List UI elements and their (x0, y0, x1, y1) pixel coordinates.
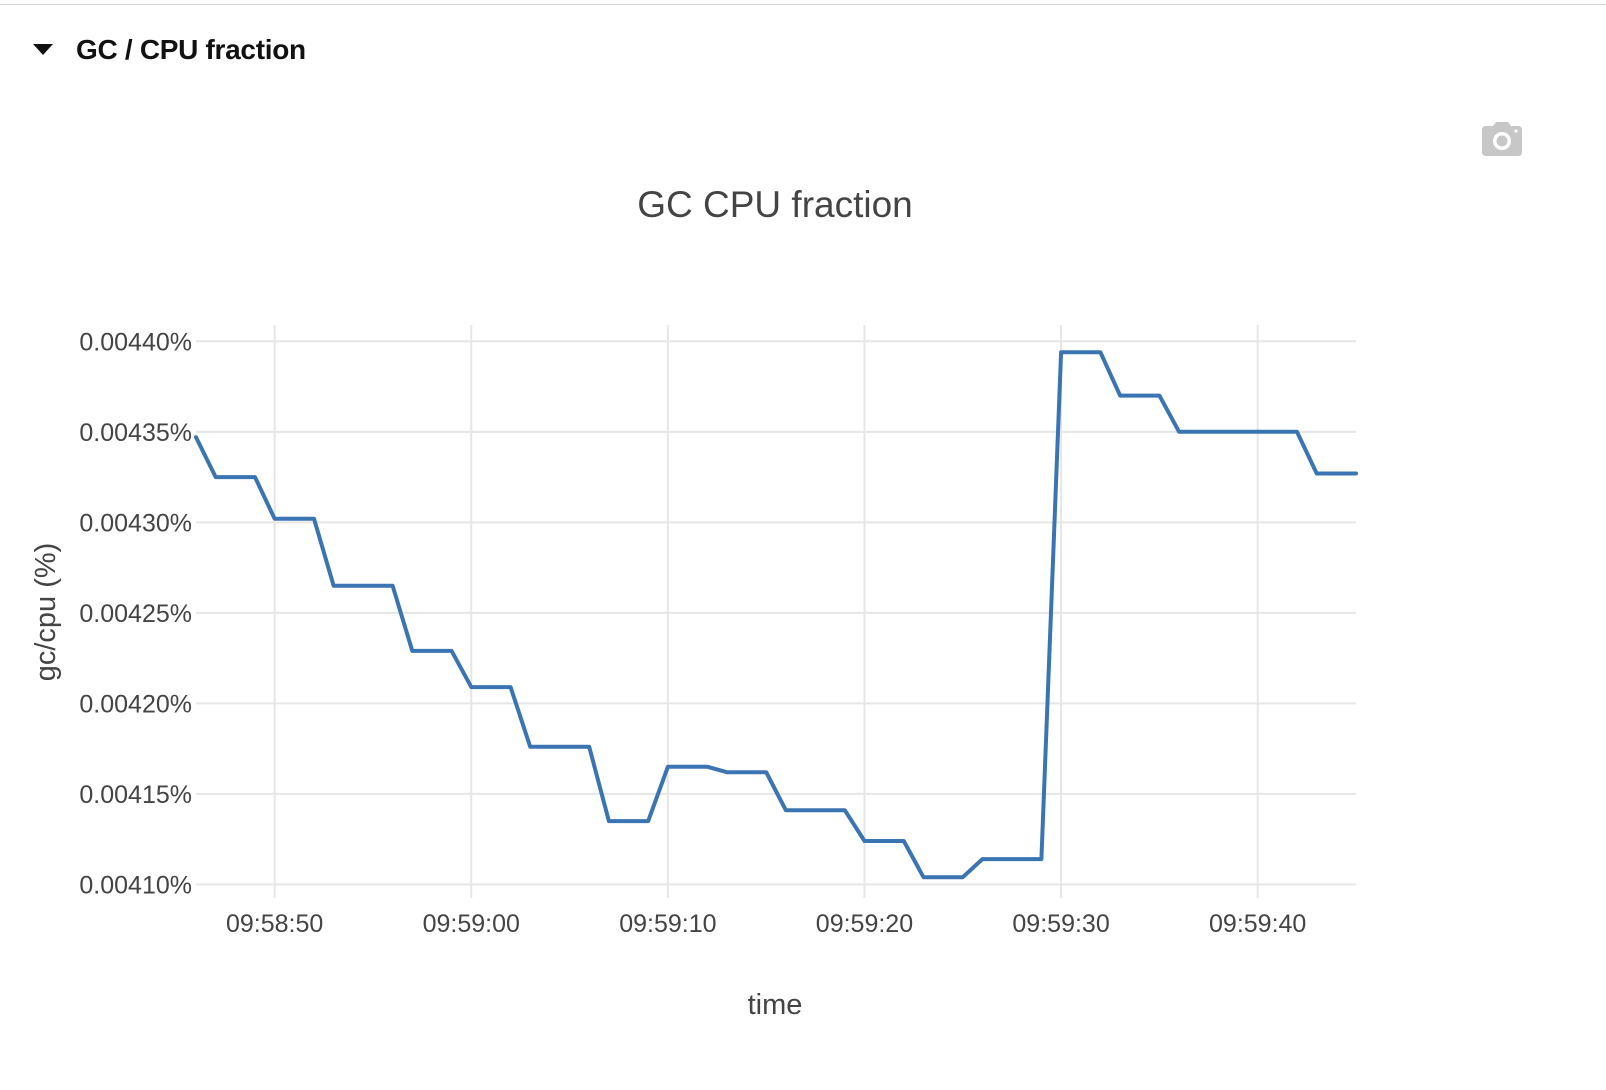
section-title: GC / CPU fraction (76, 34, 306, 65)
x-tick-label: 09:59:30 (1012, 910, 1109, 938)
divider (0, 4, 1606, 5)
x-tick-label: 09:59:10 (619, 910, 716, 938)
section-header[interactable]: GC / CPU fraction (30, 30, 306, 70)
y-tick-label: 0.00415% (79, 781, 192, 809)
camera-icon[interactable] (1482, 122, 1522, 156)
y-axis-title: gc/cpu (%) (30, 543, 62, 682)
y-tick-label: 0.00420% (79, 690, 192, 718)
x-tick-label: 09:58:50 (226, 910, 323, 938)
y-tick-label: 0.00430% (79, 509, 192, 537)
y-tick-label: 0.00425% (79, 600, 192, 628)
series-line (194, 350, 1358, 880)
x-axis-title: time (748, 989, 803, 1021)
x-tick-label: 09:59:00 (423, 910, 520, 938)
caret-down-icon[interactable] (30, 40, 56, 60)
x-tick-label: 09:59:20 (816, 910, 913, 938)
grid (196, 325, 1356, 898)
y-tick-label: 0.00410% (79, 871, 192, 899)
y-tick-label: 0.00440% (79, 328, 192, 356)
chart-title: GC CPU fraction (637, 184, 913, 225)
x-tick-label: 09:59:40 (1209, 910, 1306, 938)
y-axis-ticks: 0.00410% 0.00415% 0.00420% 0.00425% 0.00430%… (79, 328, 192, 899)
series-layer (194, 350, 1358, 880)
y-tick-label: 0.00435% (79, 419, 192, 447)
x-axis-ticks: 09:58:50 09:59:00 09:59:10 09:59:20 09:59:30… (226, 910, 1306, 938)
